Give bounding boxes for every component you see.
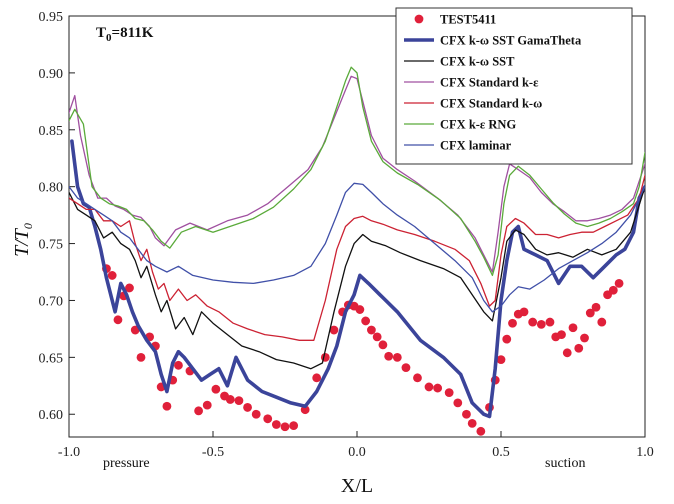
- series-line-5: [69, 66, 645, 277]
- test-data-point: [462, 409, 471, 419]
- test-data-point: [467, 418, 477, 428]
- test-data-point: [557, 330, 566, 339]
- test-data-point: [444, 388, 454, 398]
- test-data-point: [574, 343, 584, 353]
- test-data-point: [225, 395, 235, 404]
- test-data-point: [519, 307, 529, 317]
- x-tick-label: 0.5: [492, 445, 510, 460]
- legend-label: CFX k-ε RNG: [440, 118, 516, 132]
- test-data-point: [107, 271, 117, 280]
- test-data-point: [289, 421, 299, 431]
- test-data-point: [496, 355, 506, 365]
- chart-title-sub: 0: [106, 32, 112, 44]
- test-data-point: [476, 426, 486, 436]
- y-tick-label: 0.95: [39, 10, 64, 25]
- test-data-point: [234, 396, 244, 405]
- legend-label: CFX k-ω SST: [440, 55, 515, 69]
- test-data-point: [162, 401, 172, 411]
- test-data-point: [614, 278, 624, 288]
- test-data-point: [528, 317, 538, 327]
- series-line-1: [70, 139, 645, 419]
- test-data-point: [194, 406, 204, 416]
- test-data-point: [280, 422, 290, 432]
- legend-label: CFX k-ω SST GamaTheta: [440, 34, 582, 48]
- x-tick-label: -0.5: [202, 445, 224, 460]
- test-data-point: [263, 414, 273, 424]
- chart-title: T0=811K: [96, 25, 154, 44]
- test-data-point: [433, 383, 443, 393]
- test-data-point: [424, 382, 434, 392]
- test-data-point: [271, 420, 281, 429]
- y-tick-label: 0.65: [39, 351, 64, 366]
- tick-labels: -1.0 -0.5 0.0 0.5 1.0 0.60 0.65 0.70 0.75 0.80 0.8…: [39, 10, 654, 460]
- test-data-point: [392, 352, 402, 362]
- test-data-point: [453, 398, 463, 408]
- legend-box: [395, 7, 633, 165]
- test-data-point: [591, 302, 601, 312]
- test-data-point: [502, 334, 512, 344]
- y-axis-title-sub: 0: [21, 223, 35, 229]
- series-line-3: [69, 75, 645, 273]
- legend-label: TEST5411: [440, 13, 496, 27]
- series-line-6: [69, 182, 645, 313]
- test-data-point: [320, 352, 330, 362]
- y-tick-label: 0.90: [39, 67, 64, 82]
- test-data-point: [608, 285, 618, 295]
- test-data-point: [597, 317, 607, 327]
- axis-ticks: [68, 15, 646, 437]
- test-data-point: [125, 283, 134, 293]
- x-tick-label: 1.0: [636, 445, 654, 460]
- legend: TEST5411 CFX k-ω SST GamaTheta CFX k-ω SST…: [395, 7, 633, 165]
- test-data-point: [562, 348, 572, 358]
- chart-title-rest: =811K: [112, 25, 154, 41]
- legend-label: CFX laminar: [440, 139, 512, 153]
- y-tick-label: 0.75: [39, 238, 64, 253]
- test-data-point: [174, 360, 183, 370]
- y-tick-label: 0.70: [39, 294, 64, 309]
- y-tick-label: 0.60: [39, 408, 64, 423]
- x-tick-label: 0.0: [348, 445, 366, 460]
- legend-label: CFX Standard k-ω: [440, 97, 542, 111]
- annotation-suction: suction: [545, 456, 585, 471]
- test-data-point: [136, 352, 146, 362]
- legend-swatch: [414, 14, 424, 24]
- test-data-point: [585, 308, 595, 318]
- annotation-pressure: pressure: [103, 456, 150, 471]
- x-tick-label: -1.0: [58, 445, 80, 460]
- y-tick-label: 0.85: [39, 124, 64, 139]
- test-data-point: [508, 318, 517, 328]
- y-axis-title: T/T0: [11, 223, 35, 257]
- test-data-point: [243, 403, 252, 412]
- test-data-point: [536, 319, 546, 329]
- legend-label: CFX Standard k-ε: [440, 76, 539, 90]
- test-data-point: [355, 305, 365, 314]
- y-axis-title-main: T/T: [11, 227, 33, 257]
- test-data-point: [384, 351, 394, 361]
- test-data-point: [372, 332, 382, 342]
- test-data-point: [312, 373, 322, 383]
- test-data-point: [329, 325, 339, 335]
- test-data-point: [580, 333, 589, 343]
- series-line-2: [69, 186, 645, 370]
- test-data-point: [202, 400, 212, 410]
- test-data-point: [251, 409, 261, 419]
- chart-title-main: T: [96, 25, 106, 41]
- test-data-point: [367, 325, 376, 335]
- test-data-point: [413, 373, 422, 383]
- series-layer: [69, 66, 645, 436]
- test-data-point: [361, 316, 371, 326]
- series-line-4: [69, 174, 645, 341]
- test-data-point: [568, 323, 578, 333]
- test-data-point: [113, 315, 123, 325]
- test-data-point: [378, 340, 388, 350]
- x-axis-title: X/L: [341, 475, 373, 497]
- test-data-point: [545, 317, 555, 327]
- test-data-point: [401, 363, 411, 372]
- test-data-point: [211, 384, 221, 394]
- y-tick-label: 0.80: [39, 181, 64, 196]
